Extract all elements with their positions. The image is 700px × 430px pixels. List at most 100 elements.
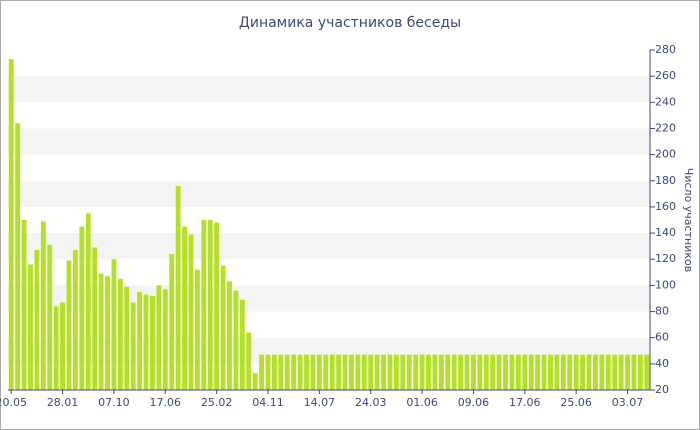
grid-band xyxy=(8,128,650,155)
y-tick-label: 260 xyxy=(655,69,676,82)
bar xyxy=(79,226,85,390)
y-tick-label: 100 xyxy=(655,278,676,291)
bar xyxy=(374,354,380,390)
chart-title: Динамика участников беседы xyxy=(239,15,461,31)
bar xyxy=(98,273,104,390)
x-tick-label: 04.11 xyxy=(252,396,284,409)
bar xyxy=(124,286,130,390)
bar xyxy=(438,354,444,390)
y-tick-label: 40 xyxy=(655,357,669,370)
bar xyxy=(239,299,245,390)
bar xyxy=(117,278,123,390)
grid-band xyxy=(8,76,650,103)
bar xyxy=(316,354,322,390)
bar xyxy=(310,354,316,390)
bar xyxy=(644,354,650,390)
y-tick-label: 140 xyxy=(655,226,676,239)
bar xyxy=(426,354,431,390)
x-tick-label: 25.02 xyxy=(201,396,233,409)
bar xyxy=(393,354,399,390)
x-tick-label: 25.06 xyxy=(560,396,592,409)
bar xyxy=(458,354,464,390)
bar xyxy=(246,332,252,390)
bar xyxy=(509,354,515,390)
x-tick-label: 03.07 xyxy=(612,396,644,409)
bar xyxy=(143,294,149,390)
bar xyxy=(522,354,528,390)
bar xyxy=(560,354,566,390)
bar xyxy=(72,250,78,390)
bar xyxy=(214,222,220,390)
bar xyxy=(137,291,143,390)
y-tick-label: 160 xyxy=(655,200,676,213)
bar xyxy=(323,354,329,390)
bar xyxy=(8,59,14,391)
bar xyxy=(156,285,162,390)
bar xyxy=(28,264,33,390)
bar xyxy=(387,354,393,390)
bar xyxy=(400,354,406,390)
bar xyxy=(40,221,46,390)
grid-band xyxy=(8,285,650,312)
bar xyxy=(471,354,476,390)
bar xyxy=(252,373,258,390)
bar xyxy=(111,259,117,390)
bar xyxy=(535,354,541,390)
bar xyxy=(291,354,297,390)
bar xyxy=(162,289,168,390)
bar xyxy=(618,354,624,390)
y-tick-label: 180 xyxy=(655,174,676,187)
bar xyxy=(15,123,21,390)
bar xyxy=(567,354,573,390)
bar xyxy=(586,354,592,390)
bar xyxy=(150,295,155,390)
bar xyxy=(220,265,226,390)
bar xyxy=(201,220,207,390)
y-tick-label: 200 xyxy=(655,148,676,161)
y-tick-label: 240 xyxy=(655,95,676,108)
bar xyxy=(85,213,91,390)
bar xyxy=(368,354,374,390)
bar xyxy=(503,354,508,390)
bar xyxy=(53,306,59,390)
bar xyxy=(271,354,277,390)
bar xyxy=(21,220,27,390)
bar xyxy=(336,354,342,390)
bar xyxy=(528,354,534,390)
bar xyxy=(477,354,483,390)
bar xyxy=(406,354,412,390)
bar xyxy=(612,354,618,390)
y-axis-label: Число участников xyxy=(682,168,695,272)
bar xyxy=(278,354,284,390)
bar xyxy=(304,354,309,390)
bar xyxy=(573,354,579,390)
bar xyxy=(355,354,361,390)
bar xyxy=(483,354,489,390)
bar xyxy=(47,244,53,390)
bar xyxy=(175,186,181,390)
x-tick-label: 09.06 xyxy=(458,396,490,409)
bar xyxy=(445,354,451,390)
x-tick-label: 17.06 xyxy=(509,396,541,409)
bar xyxy=(130,302,136,390)
x-tick-label: 20.05 xyxy=(0,396,27,409)
y-tick-label: 280 xyxy=(655,43,676,56)
x-tick-label: 01.06 xyxy=(406,396,438,409)
grid-band xyxy=(8,180,650,207)
bar xyxy=(169,254,175,390)
bar xyxy=(631,354,637,390)
x-tick-label: 14.07 xyxy=(304,396,336,409)
bar xyxy=(580,354,586,390)
bar xyxy=(541,354,547,390)
bar xyxy=(432,354,438,390)
bar xyxy=(297,354,303,390)
bar xyxy=(188,234,194,390)
bar xyxy=(381,354,387,390)
bar xyxy=(496,354,502,390)
bar xyxy=(34,250,40,390)
bar xyxy=(66,260,72,390)
bar xyxy=(227,281,232,390)
bar xyxy=(105,276,110,390)
bar xyxy=(60,302,66,390)
